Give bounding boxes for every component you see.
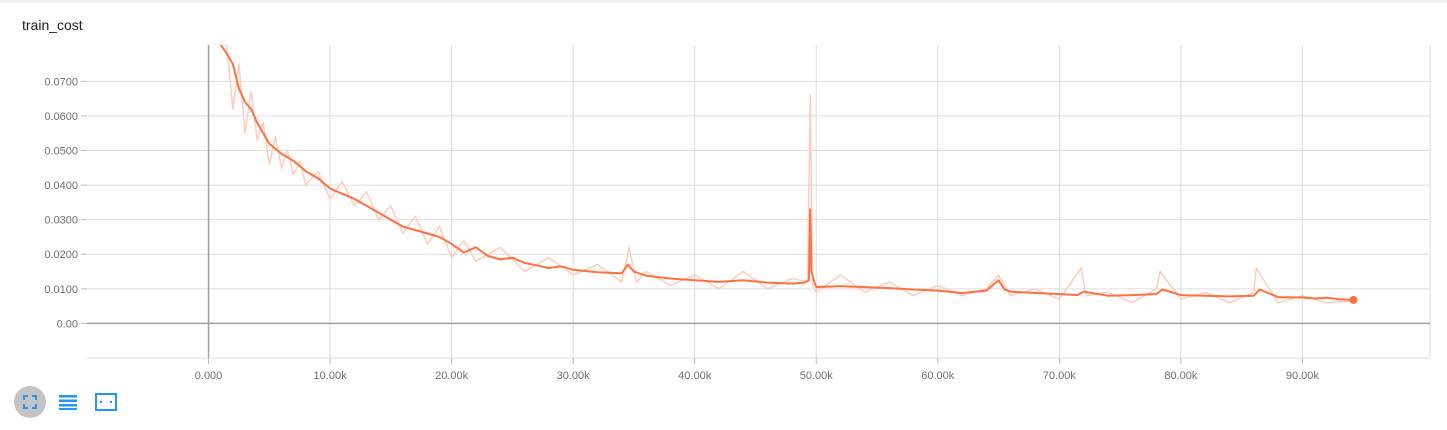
x-tick-label: 10.00k — [314, 370, 348, 382]
y-tick-label: 0.0400 — [44, 180, 78, 192]
x-tick-label: 30.00k — [557, 370, 591, 382]
x-tick-label: 50.00k — [800, 370, 834, 382]
fit-domain-icon — [95, 393, 117, 411]
y-tick-label: 0.0100 — [44, 284, 78, 296]
chart-axes — [87, 45, 1430, 359]
toggle-log-scale-button[interactable] — [52, 386, 84, 418]
toggle-log-scale-icon — [59, 395, 77, 410]
y-tick-label: 0.0600 — [44, 111, 78, 123]
x-tick-label: 60.00k — [921, 370, 955, 382]
x-axis-ticks: 0.000 10.00k 20.00k 30.00k 40.00k 50.00k 60.00… — [195, 358, 1320, 382]
chart-toolbar — [14, 386, 122, 418]
chart-title: train_cost — [22, 17, 83, 33]
x-tick-label: 20.00k — [435, 370, 469, 382]
y-tick-label: 0.0200 — [44, 249, 78, 261]
fit-domain-button[interactable] — [90, 386, 122, 418]
raw-series-line — [220, 45, 1354, 304]
chart-grid — [87, 45, 1431, 358]
y-tick-label: 0.00 — [57, 318, 78, 330]
x-tick-label: 0.000 — [195, 370, 223, 382]
x-tick-label: 70.00k — [1043, 370, 1077, 382]
y-tick-label: 0.0300 — [44, 215, 78, 227]
x-tick-label: 90.00k — [1286, 370, 1320, 382]
top-divider — [0, 0, 1447, 3]
y-tick-label: 0.0700 — [44, 76, 78, 88]
chart-series — [219, 45, 1354, 304]
plot-area — [87, 45, 1430, 358]
x-tick-label: 80.00k — [1164, 370, 1198, 382]
x-tick-label: 40.00k — [678, 370, 712, 382]
y-tick-label: 0.0500 — [44, 145, 78, 157]
y-axis-ticks: 0.00 0.0100 0.0200 0.0300 0.0400 0.0500 0.0600… — [44, 76, 87, 330]
last-point-marker — [1349, 295, 1358, 304]
expand-chart-icon — [23, 395, 37, 409]
smoothed-series-line — [219, 45, 1354, 301]
expand-chart-button[interactable] — [14, 386, 46, 418]
